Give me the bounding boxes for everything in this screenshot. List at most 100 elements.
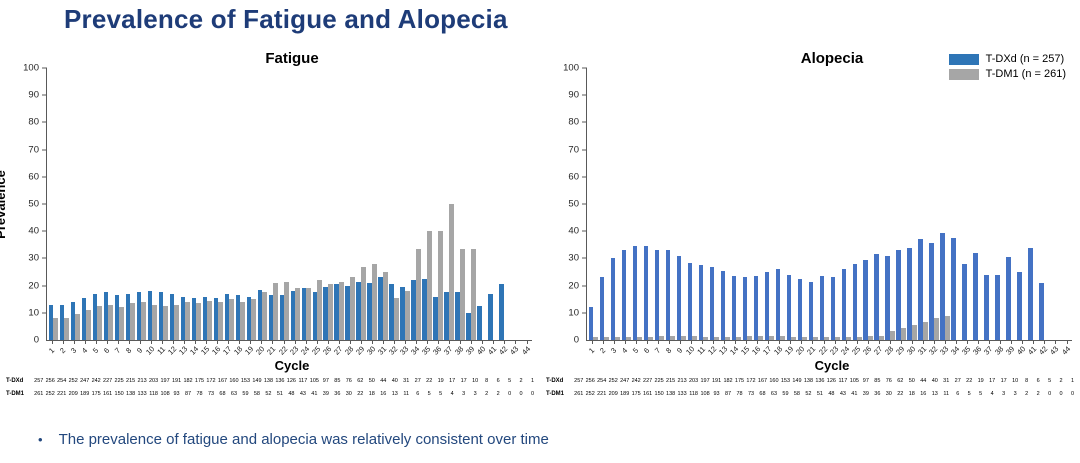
x-tick-mark bbox=[250, 341, 252, 344]
bar-t-dxd-cycle-6 bbox=[103, 292, 109, 340]
bar-t-dm1-cycle-14 bbox=[196, 303, 201, 340]
bar-t-dxd-cycle-26 bbox=[863, 259, 869, 340]
bar-t-dxd-cycle-22 bbox=[279, 295, 285, 340]
x-tick-cycle-32: 32 bbox=[927, 341, 939, 357]
at-risk-value: 6 bbox=[496, 378, 500, 384]
bar-group-cycle-42 bbox=[498, 68, 509, 340]
at-risk-value: 93 bbox=[173, 391, 180, 397]
at-risk-value: 27 bbox=[414, 378, 421, 384]
bar-group-cycle-30 bbox=[367, 68, 378, 340]
x-tick-cycle-39: 39 bbox=[1004, 341, 1017, 357]
bar-t-dxd-cycle-13 bbox=[180, 296, 186, 340]
at-risk-value: 8 bbox=[1025, 378, 1029, 384]
x-tick-cycle-8: 8 bbox=[123, 341, 134, 357]
x-tick-label: 44 bbox=[1059, 344, 1072, 357]
bar-group-cycle-44 bbox=[1060, 68, 1071, 340]
at-risk-value: 22 bbox=[966, 378, 973, 384]
at-risk-value: 0 bbox=[1071, 391, 1075, 397]
bar-t-dm1-cycle-13 bbox=[725, 337, 730, 340]
bar-group-cycle-5 bbox=[632, 68, 643, 340]
x-tick-mark bbox=[327, 341, 329, 344]
at-risk-value: 76 bbox=[885, 378, 892, 384]
bars bbox=[47, 68, 532, 340]
at-risk-row-label: T-DXd bbox=[6, 378, 24, 384]
legend: T-DXd (n = 257) T-DM1 (n = 261) bbox=[948, 53, 1066, 83]
at-risk-value: 76 bbox=[345, 378, 352, 384]
at-risk-value: 4 bbox=[450, 391, 454, 397]
x-tick-label: 23 bbox=[827, 344, 840, 357]
x-tick-cycle-8: 8 bbox=[663, 341, 674, 357]
bar-t-dxd-cycle-14 bbox=[191, 297, 197, 340]
x-tick-mark bbox=[878, 341, 880, 344]
bar-t-dxd-cycle-9 bbox=[136, 292, 142, 340]
at-risk-value: 153 bbox=[240, 378, 251, 384]
at-risk-value: 6 bbox=[956, 391, 960, 397]
bar-group-cycle-44 bbox=[520, 68, 531, 340]
at-risk-value: 191 bbox=[711, 378, 722, 384]
x-tick-label: 43 bbox=[508, 344, 521, 357]
bar-group-cycle-29 bbox=[356, 68, 367, 340]
x-tick-cycle-6: 6 bbox=[101, 341, 112, 357]
bar-group-cycle-40 bbox=[1016, 68, 1027, 340]
y-tick-mark bbox=[42, 149, 47, 151]
bar-t-dxd-cycle-1 bbox=[588, 307, 594, 340]
at-risk-value: 108 bbox=[160, 391, 170, 397]
at-risk-value: 126 bbox=[286, 378, 296, 384]
x-tick-cycle-4: 4 bbox=[79, 341, 90, 357]
y-tick-mark bbox=[582, 176, 587, 178]
bar-t-dxd-cycle-3 bbox=[610, 258, 616, 340]
bar-t-dxd-cycle-23 bbox=[830, 277, 836, 340]
at-risk-value: 3 bbox=[462, 391, 466, 397]
bar-group-cycle-2 bbox=[59, 68, 70, 340]
at-risk-value: 68 bbox=[759, 391, 766, 397]
x-tick-cycle-30: 30 bbox=[905, 341, 917, 357]
x-tick-mark bbox=[62, 341, 64, 344]
at-risk-value: 175 bbox=[194, 378, 205, 384]
x-tick-cycle-28: 28 bbox=[883, 341, 895, 357]
bar-t-dxd-cycle-41 bbox=[1028, 247, 1033, 340]
x-tick-cycle-30: 30 bbox=[365, 341, 377, 357]
at-risk-value: 225 bbox=[114, 378, 124, 384]
at-risk-value: 150 bbox=[114, 391, 124, 397]
at-risk-row-t-dm1: T-DM1 261 252 221 209 189 175 161 150 138 133 118 10… bbox=[6, 391, 538, 404]
bar-t-dm1-cycle-32 bbox=[394, 297, 399, 340]
y-tick-mark bbox=[582, 285, 587, 287]
x-tick-cycle-5: 5 bbox=[90, 341, 101, 357]
bar-t-dxd-cycle-15 bbox=[202, 296, 208, 340]
at-risk-value: 242 bbox=[631, 378, 641, 384]
x-tick-mark bbox=[128, 341, 130, 344]
x-tick-mark bbox=[635, 341, 637, 344]
bar-t-dm1-cycle-4 bbox=[626, 337, 632, 340]
x-tick-label: 6 bbox=[101, 345, 111, 356]
bar-group-cycle-19 bbox=[246, 68, 257, 340]
x-tick-mark bbox=[602, 341, 604, 344]
bar-group-cycle-18 bbox=[775, 68, 786, 340]
x-tick-label: 26 bbox=[860, 344, 873, 357]
bar-t-dxd-cycle-21 bbox=[268, 295, 274, 340]
at-risk-row-t-dxd: T-DXd 257 256 254 252 247 242 227 225 215 213 203 19… bbox=[6, 378, 538, 391]
x-tick-mark bbox=[371, 341, 373, 344]
bar-group-cycle-12 bbox=[709, 68, 720, 340]
at-risk-value: 16 bbox=[920, 391, 927, 397]
bar-t-dxd-cycle-16 bbox=[213, 297, 219, 340]
at-risk-value: 225 bbox=[654, 378, 664, 384]
at-risk-value: 172 bbox=[746, 378, 756, 384]
x-tick-cycle-6: 6 bbox=[641, 341, 652, 357]
x-tick-mark bbox=[482, 341, 484, 344]
x-tick-cycle-23: 23 bbox=[827, 341, 840, 357]
at-risk-value: 257 bbox=[34, 378, 44, 384]
bar-t-dm1-cycle-1 bbox=[593, 337, 599, 340]
x-tick-mark bbox=[724, 341, 726, 344]
x-tick-mark bbox=[889, 341, 891, 344]
bar-group-cycle-34 bbox=[950, 68, 961, 340]
x-tick-label: 27 bbox=[331, 344, 345, 357]
bar-t-dm1-cycle-3 bbox=[615, 337, 621, 340]
at-risk-value: 41 bbox=[851, 391, 858, 397]
at-risk-value: 11 bbox=[403, 391, 410, 397]
x-tick-mark bbox=[1011, 341, 1013, 344]
at-risk-value: 68 bbox=[219, 391, 226, 397]
bar-t-dm1-cycle-4 bbox=[86, 310, 92, 340]
at-risk-value: 150 bbox=[654, 391, 664, 397]
bar-t-dxd-cycle-37 bbox=[444, 292, 449, 340]
x-tick-mark bbox=[911, 341, 913, 344]
